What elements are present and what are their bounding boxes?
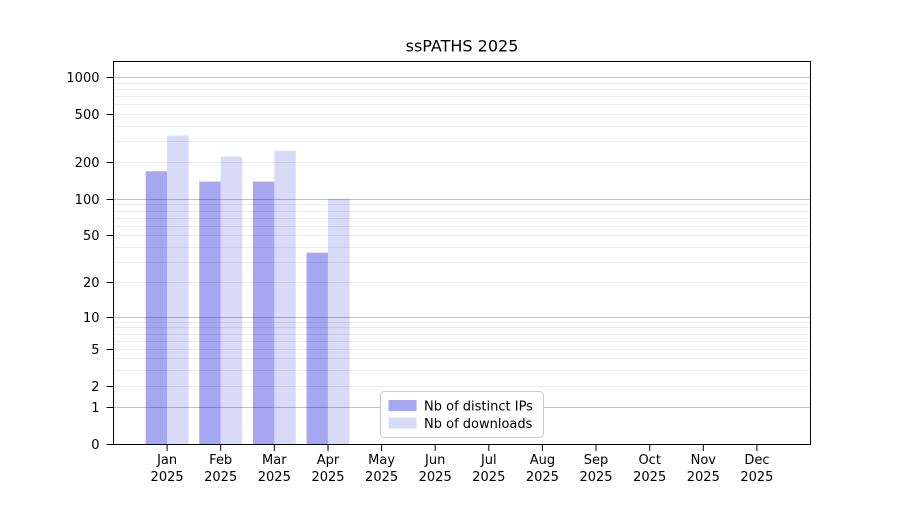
x-tick-label-year: 2025 — [419, 470, 452, 485]
x-tick-label-month: Jul — [480, 453, 497, 468]
bar-nb-of-downloads-mar — [274, 150, 296, 445]
x-tick-label-year: 2025 — [311, 470, 344, 485]
y-tick-label: 200 — [75, 156, 100, 171]
y-tick-label: 100 — [75, 193, 100, 208]
grid-layer — [113, 77, 811, 408]
x-tick-label-year: 2025 — [740, 470, 773, 485]
legend-box — [380, 391, 544, 438]
x-tick-label-year: 2025 — [687, 470, 720, 485]
bar-nb-of-distinct-ips-feb — [199, 181, 221, 445]
axes-ticks-layer: 0 1 2 5 10 20 50 100 200 500 1000 Jan 2025 Feb 2025 Mar… — [66, 71, 773, 485]
bar-nb-of-downloads-feb — [220, 156, 243, 445]
x-tick-label-year: 2025 — [579, 470, 612, 485]
x-tick-label-year: 2025 — [258, 470, 291, 485]
x-tick-label-month: May — [368, 453, 395, 468]
x-tick-label-month: Feb — [209, 453, 232, 468]
x-tick-label-month: Aug — [530, 453, 555, 468]
bar-nb-of-distinct-ips-apr — [306, 252, 328, 445]
x-tick-label-year: 2025 — [472, 470, 505, 485]
x-tick-label-month: Mar — [262, 453, 287, 468]
legend-swatch-downloads-icon — [388, 417, 417, 429]
legend-swatch-distinct-ips-icon — [388, 400, 417, 411]
x-tick-label-month: Sep — [584, 453, 609, 468]
x-tick-label-year: 2025 — [365, 470, 398, 485]
y-tick-label: 5 — [91, 343, 99, 358]
x-tick-label-month: Dec — [744, 453, 769, 468]
bar-nb-of-distinct-ips-jan — [145, 171, 168, 445]
bar-nb-of-distinct-ips-mar — [252, 181, 275, 445]
y-tick-label: 0 — [91, 438, 99, 453]
x-tick-label-month: Jun — [424, 453, 445, 468]
y-tick-label: 1000 — [66, 71, 99, 86]
y-tick-label: 20 — [83, 276, 100, 291]
y-tick-label: 500 — [75, 108, 100, 123]
x-tick-label-month: Jan — [156, 453, 177, 468]
legend-label-distinct-ips: Nb of distinct IPs — [424, 400, 533, 415]
y-tick-label: 10 — [83, 311, 100, 326]
y-tick-label: 1 — [91, 401, 99, 416]
plot-border — [113, 61, 811, 445]
y-tick-label: 50 — [83, 229, 100, 244]
x-tick-label-year: 2025 — [204, 470, 237, 485]
y-tick-label: 2 — [91, 380, 99, 395]
x-tick-label-year: 2025 — [526, 470, 559, 485]
bars-layer — [145, 135, 350, 445]
chart-title: ssPATHS 2025 — [406, 37, 519, 56]
x-tick-label-month: Oct — [638, 453, 660, 468]
x-tick-label-month: Apr — [317, 453, 340, 468]
x-tick-label-year: 2025 — [633, 470, 666, 485]
legend-label-downloads: Nb of downloads — [424, 417, 533, 432]
bar-nb-of-downloads-jan — [167, 135, 189, 445]
bar-nb-of-downloads-apr — [327, 198, 350, 445]
x-tick-label-year: 2025 — [151, 470, 184, 485]
legend: Nb of distinct IPs Nb of downloads — [380, 391, 544, 438]
x-tick-label-month: Nov — [691, 453, 717, 468]
